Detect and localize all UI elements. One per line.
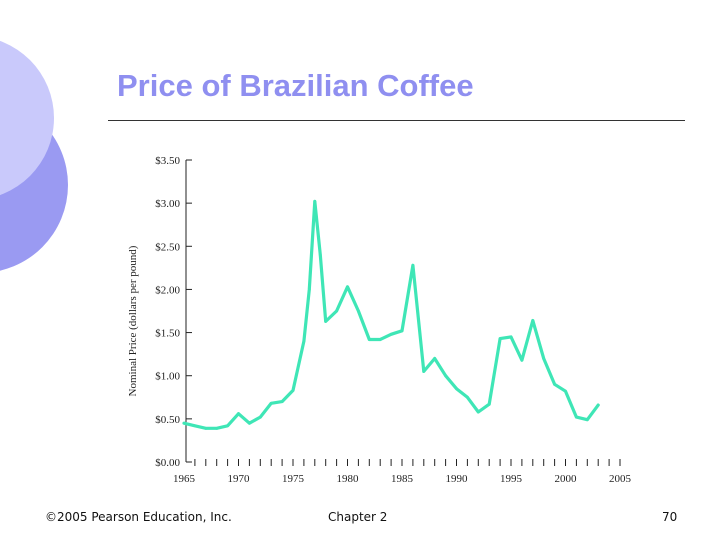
x-tick-label: 1965	[173, 473, 196, 485]
data-point	[204, 426, 208, 430]
y-tick-label: $3.50	[155, 155, 180, 167]
slide-title: Price of Brazilian Coffee	[117, 68, 474, 103]
data-point	[520, 358, 524, 362]
data-point	[542, 357, 546, 360]
data-point	[367, 338, 371, 341]
x-tick-label: 1980	[337, 473, 360, 485]
chart-axes: $0.00 $0.50 $1.00 $1.50 $2.00 $2.50 $3.00 $3.50…	[127, 155, 632, 485]
title-divider	[108, 120, 685, 121]
y-axis-title: Nominal Price (dollars per pound)	[127, 245, 139, 396]
data-point	[433, 357, 437, 360]
data-point	[466, 395, 469, 399]
data-point	[564, 389, 567, 393]
y-tick-label: $2.50	[155, 241, 180, 253]
x-tick-label: 2000	[555, 473, 578, 485]
data-point	[226, 424, 229, 428]
data-point	[422, 370, 426, 373]
data-point	[455, 387, 458, 391]
data-point	[411, 263, 415, 267]
decoration-circle-light	[0, 40, 54, 196]
x-tick-label: 1975	[282, 473, 305, 485]
data-point	[357, 309, 360, 313]
data-point	[302, 339, 306, 343]
x-tick-label: 1970	[228, 473, 251, 485]
y-tick-label: $0.50	[155, 414, 180, 426]
data-point	[215, 426, 219, 430]
data-point	[307, 288, 311, 291]
data-point	[444, 374, 447, 378]
x-tick-label: 2005	[609, 473, 632, 485]
x-tick-label: 1995	[500, 473, 523, 485]
y-tick-label: $1.00	[155, 371, 180, 383]
price-series-line	[182, 199, 600, 430]
data-point	[378, 338, 382, 341]
data-point	[313, 200, 317, 203]
y-tick-label: $3.00	[155, 198, 180, 210]
y-tick-label: $1.50	[155, 328, 180, 340]
y-tick-label: $2.00	[155, 284, 180, 296]
data-point	[498, 337, 502, 341]
data-point	[509, 335, 513, 339]
footer-page-number: 70	[662, 510, 678, 524]
footer-copyright: ©2005 Pearson Education, Inc.	[45, 510, 232, 524]
data-point	[389, 332, 393, 336]
data-point	[280, 400, 284, 403]
footer-chapter: Chapter 2	[328, 510, 388, 524]
data-point	[335, 309, 338, 313]
data-point	[248, 421, 251, 425]
data-point	[487, 402, 491, 406]
x-tick-label: 1990	[446, 473, 469, 485]
data-point	[575, 415, 578, 419]
data-point	[291, 388, 295, 392]
x-tick-label: 1985	[391, 473, 414, 485]
data-point	[476, 410, 480, 414]
data-point	[318, 253, 322, 257]
data-point	[269, 401, 273, 405]
data-point	[193, 424, 197, 428]
data-point	[531, 319, 535, 322]
data-point	[258, 415, 262, 419]
y-tick-label: $0.00	[155, 457, 180, 469]
data-point	[346, 285, 349, 289]
data-point	[596, 403, 600, 407]
data-point	[553, 382, 556, 386]
data-point	[237, 412, 240, 416]
data-point	[324, 319, 328, 323]
slide-decoration	[0, 40, 68, 271]
coffee-price-chart: $0.00 $0.50 $1.00 $1.50 $2.00 $2.50 $3.00 $3.50…	[127, 155, 632, 485]
data-point	[585, 418, 589, 422]
data-point	[182, 421, 186, 425]
chart-series	[182, 199, 600, 430]
data-point	[400, 329, 404, 333]
